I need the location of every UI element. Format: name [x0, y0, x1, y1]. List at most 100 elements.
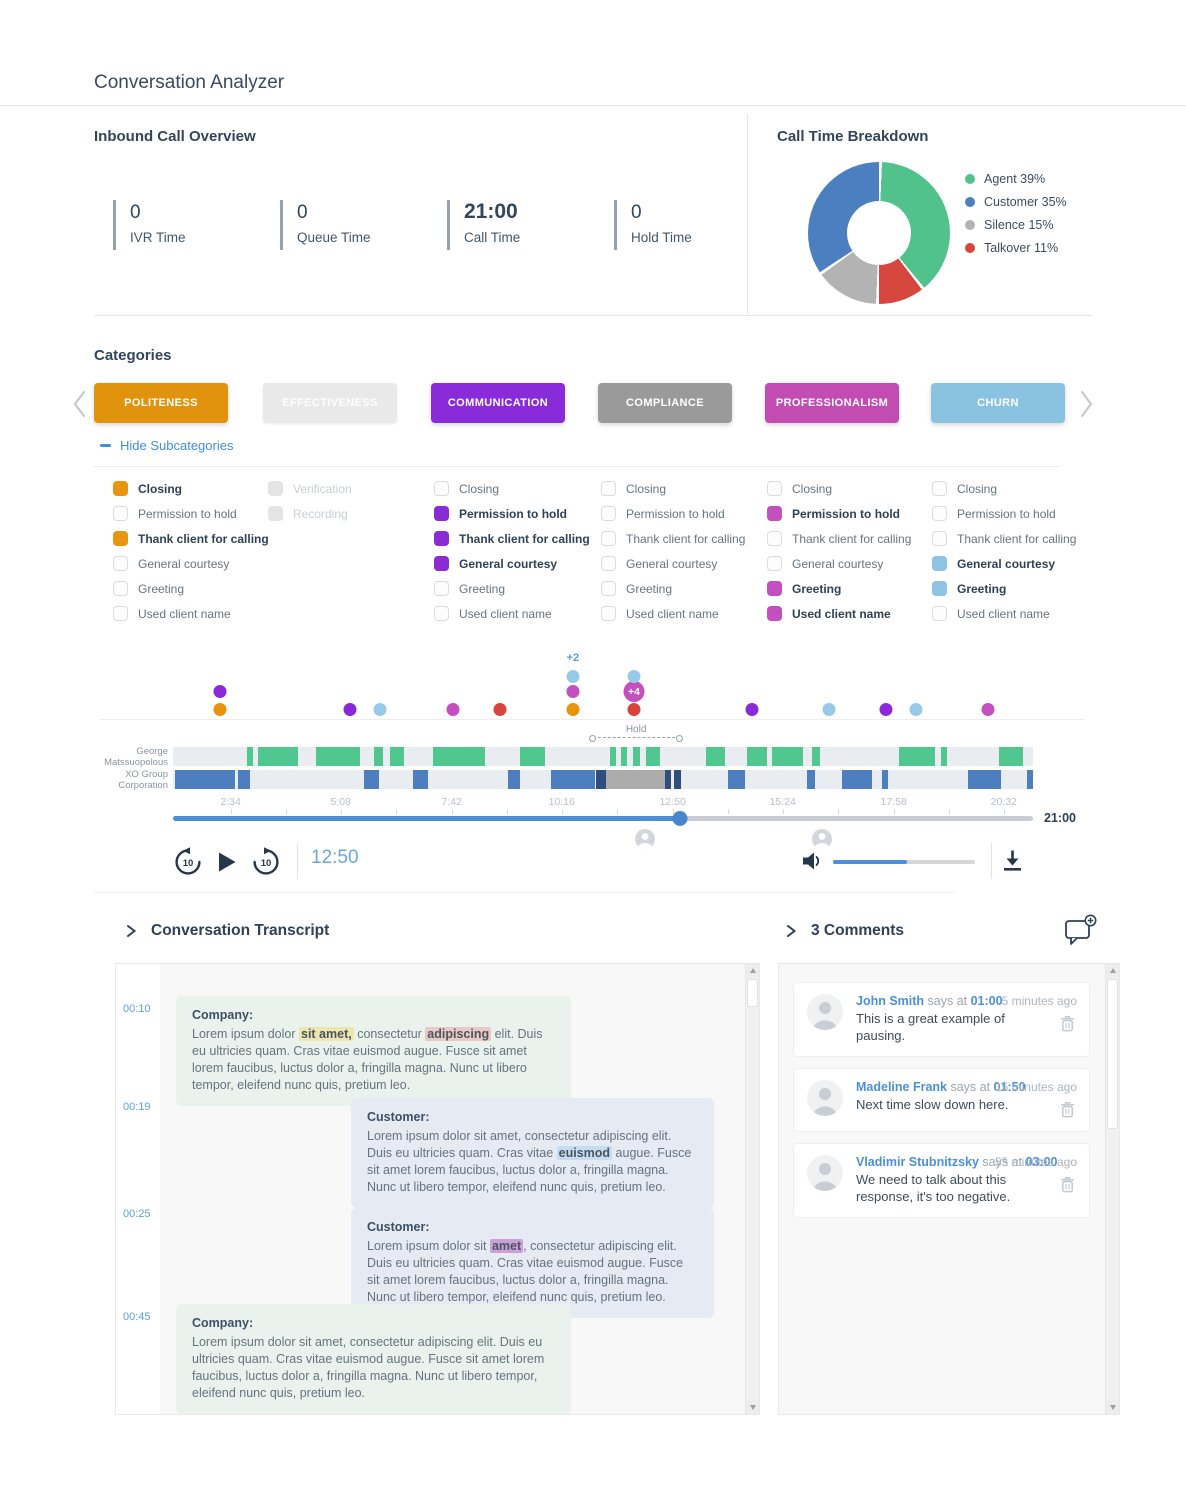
timeline-dot-purple[interactable]	[745, 703, 759, 716]
checkbox-used-client-name[interactable]	[932, 606, 947, 621]
timeline-dot-orange[interactable]	[213, 703, 227, 716]
timeline-dot-purple[interactable]	[343, 703, 357, 716]
volume-slider[interactable]	[833, 860, 975, 864]
checkbox-closing[interactable]	[932, 481, 947, 496]
highlighted-phrase[interactable]: euismod	[556, 1146, 613, 1160]
comment-time-link[interactable]: 01:50	[993, 1079, 1026, 1094]
checkbox-general-courtesy[interactable]	[601, 556, 616, 571]
comments-scrollbar[interactable]	[1105, 964, 1119, 1414]
timeline-dot-lightblue[interactable]	[822, 703, 836, 716]
subcategory-label: Permission to hold	[626, 506, 725, 521]
scrollbar-thumb[interactable]	[1107, 979, 1118, 1129]
checkbox-permission-to-hold[interactable]	[434, 506, 449, 521]
trash-icon[interactable]	[1060, 1176, 1075, 1198]
comments-collapse-chevron[interactable]	[784, 924, 798, 938]
timeline-dot-purple[interactable]	[879, 703, 893, 716]
categories-prev-arrow[interactable]	[71, 389, 89, 419]
checkbox-greeting[interactable]	[932, 581, 947, 596]
timeline-dot-magenta[interactable]	[981, 703, 995, 716]
hide-subcategories-link[interactable]: Hide Subcategories	[100, 438, 233, 453]
scroll-up-arrow[interactable]	[1106, 964, 1119, 978]
timeline-dot-lightblue[interactable]	[566, 670, 580, 683]
checkbox-used-client-name[interactable]	[113, 606, 128, 621]
checkbox-used-client-name[interactable]	[767, 606, 782, 621]
timeline-dot-lightblue[interactable]	[373, 703, 387, 716]
checkbox-used-client-name[interactable]	[434, 606, 449, 621]
timeline-dot-red[interactable]	[627, 703, 641, 716]
timeline-dot-magenta[interactable]: +4	[623, 681, 645, 702]
legend-label: Silence 15%	[984, 218, 1054, 232]
scrollbar-thumb[interactable]	[747, 979, 758, 1007]
comment-header: Vladimir Stubnitzsky says at 03:00	[856, 1155, 1077, 1169]
highlighted-phrase[interactable]: sit amet,	[299, 1027, 354, 1041]
checkbox-closing[interactable]	[434, 481, 449, 496]
checkbox-greeting[interactable]	[601, 581, 616, 596]
comment-author[interactable]: Vladimir Stubnitzsky	[856, 1154, 979, 1169]
forward-10-button[interactable]: 10	[251, 847, 281, 882]
category-professionalism[interactable]: PROFESSIONALISM	[765, 383, 899, 423]
timeline-dot-orange[interactable]	[566, 703, 580, 716]
comment-time-link[interactable]: 01:00	[970, 994, 1003, 1008]
categories-next-arrow[interactable]	[1077, 389, 1095, 419]
checkbox-general-courtesy[interactable]	[932, 556, 947, 571]
timeline-dot-purple[interactable]	[213, 685, 227, 698]
scroll-down-arrow[interactable]	[1106, 1400, 1119, 1414]
speech-segment-customer	[664, 770, 671, 789]
checkbox-permission-to-hold[interactable]	[932, 506, 947, 521]
comment-author[interactable]: John Smith	[856, 994, 925, 1008]
comment-author[interactable]: Madeline Frank	[856, 1079, 947, 1094]
checkbox-thank-client-for-calling[interactable]	[113, 531, 128, 546]
checkbox-closing[interactable]	[113, 481, 128, 496]
waveform-track-agent[interactable]	[173, 747, 1033, 766]
scroll-up-arrow[interactable]	[746, 964, 759, 978]
timeline-dot-magenta[interactable]	[446, 703, 460, 716]
checkbox-verification[interactable]	[268, 481, 283, 496]
play-button[interactable]	[216, 851, 238, 878]
timeline-dot-lightblue[interactable]	[909, 703, 923, 716]
speaker-icon[interactable]	[802, 851, 824, 876]
checkbox-greeting[interactable]	[113, 581, 128, 596]
transcript-collapse-chevron[interactable]	[124, 924, 138, 938]
highlighted-phrase[interactable]: adipiscing	[425, 1027, 492, 1041]
checkbox-closing[interactable]	[601, 481, 616, 496]
checkbox-used-client-name[interactable]	[601, 606, 616, 621]
checkbox-permission-to-hold[interactable]	[767, 506, 782, 521]
checkbox-thank-client-for-calling[interactable]	[434, 531, 449, 546]
playback-scrubber[interactable]	[173, 810, 1033, 826]
comment-marker-avatar[interactable]	[635, 829, 656, 849]
timeline-dot-lightblue[interactable]	[627, 670, 641, 683]
category-communication[interactable]: COMMUNICATION	[431, 383, 565, 423]
trash-icon[interactable]	[1060, 1015, 1075, 1037]
checkbox-greeting[interactable]	[767, 581, 782, 596]
comment-marker-avatar[interactable]	[812, 829, 833, 849]
checkbox-permission-to-hold[interactable]	[601, 506, 616, 521]
highlighted-phrase[interactable]: amet	[489, 1239, 524, 1253]
checkbox-general-courtesy[interactable]	[434, 556, 449, 571]
checkbox-greeting[interactable]	[434, 581, 449, 596]
download-button[interactable]	[1001, 849, 1024, 877]
category-compliance[interactable]: COMPLIANCE	[598, 383, 732, 423]
checkbox-thank-client-for-calling[interactable]	[601, 531, 616, 546]
add-comment-button[interactable]	[1064, 914, 1098, 951]
comment-age: 55 minutes ago	[994, 1154, 1077, 1169]
checkbox-general-courtesy[interactable]	[767, 556, 782, 571]
waveform-track-customer[interactable]	[173, 770, 1033, 789]
subcategory-label: Used client name	[792, 606, 891, 621]
trash-icon[interactable]	[1060, 1101, 1075, 1123]
timeline-dot-magenta[interactable]	[566, 685, 580, 698]
scroll-down-arrow[interactable]	[746, 1400, 759, 1414]
checkbox-permission-to-hold[interactable]	[113, 506, 128, 521]
category-churn[interactable]: CHURN	[931, 383, 1065, 423]
checkbox-general-courtesy[interactable]	[113, 556, 128, 571]
category-politeness[interactable]: POLITENESS	[94, 383, 228, 423]
transcript-scrollbar[interactable]	[745, 964, 759, 1414]
checkbox-thank-client-for-calling[interactable]	[767, 531, 782, 546]
checkbox-closing[interactable]	[767, 481, 782, 496]
scrubber-handle[interactable]	[672, 810, 688, 826]
checkbox-recording[interactable]	[268, 506, 283, 521]
rewind-10-button[interactable]: 10	[173, 847, 203, 882]
category-effectiveness[interactable]: EFFECTIVENESS	[263, 383, 397, 423]
comment-time-link[interactable]: 03:00	[1025, 1154, 1058, 1169]
checkbox-thank-client-for-calling[interactable]	[932, 531, 947, 546]
timeline-dot-red[interactable]	[493, 703, 507, 716]
